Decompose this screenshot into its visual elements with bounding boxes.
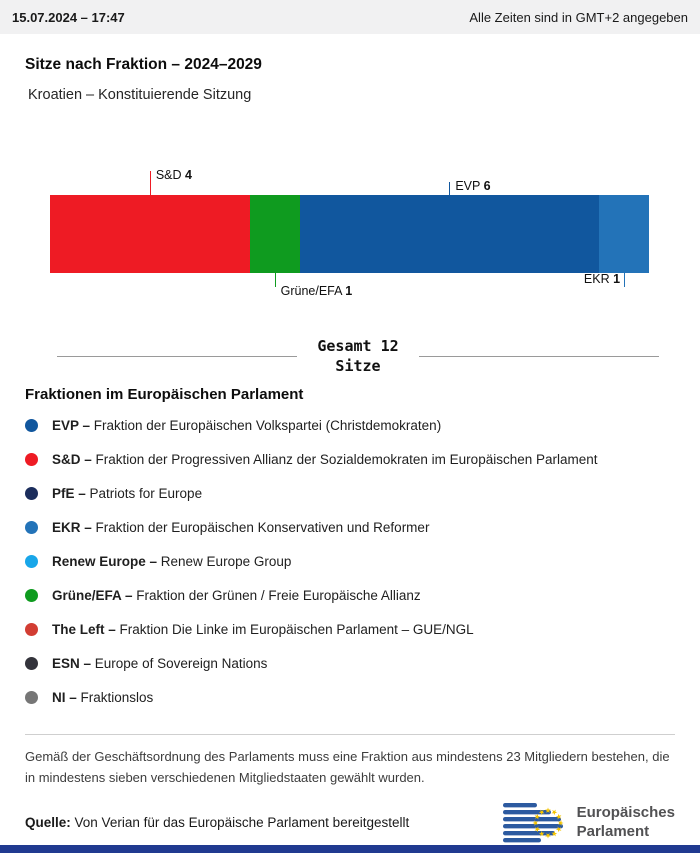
total-line2: Sitze — [335, 356, 381, 375]
source-row: Quelle: Von Verian für das Europäische P… — [25, 801, 675, 845]
legend-dot-renew-europe — [25, 554, 38, 568]
seats-bar — [50, 195, 649, 273]
legend-label-renew-europe: Renew Europe – Renew Europe Group — [52, 553, 292, 569]
source-label: Quelle: — [25, 815, 71, 831]
bar-callout-gr-ne-efa: Grüne/EFA 1 — [274, 273, 352, 298]
legend-label-the-left: The Left – Fraktion Die Linke im Europäi… — [52, 621, 474, 637]
legend-item-renew-europe: Renew Europe – Renew Europe Group — [25, 544, 675, 578]
legend-item-the-left: The Left – Fraktion Die Linke im Europäi… — [25, 612, 675, 646]
legend-item-ekr: EKR – Fraktion der Europäischen Konserva… — [25, 510, 675, 544]
page-subtitle: Kroatien – Konstituierende Sitzung — [28, 87, 252, 103]
logo-text: Europäisches Parlament — [577, 804, 675, 842]
legend-item-s-d: S&D – Fraktion der Progressiven Allianz … — [25, 442, 675, 476]
bar-segment-gr-ne-efa[interactable] — [249, 195, 300, 273]
top-bar: 15.07.2024 – 17:47 Alle Zeiten sind in G… — [0, 0, 700, 34]
legend-list: EVP – Fraktion der Europäischen Volkspar… — [25, 408, 675, 714]
source-credit: Quelle: Von Verian für das Europäische P… — [25, 815, 409, 830]
source-text: Von Verian für das Europäische Parlament… — [74, 815, 410, 831]
bar-segment-s-d[interactable] — [50, 195, 250, 273]
legend-label-pfe: PfE – Patriots for Europe — [52, 485, 203, 501]
legend-dot-pfe — [25, 486, 38, 500]
legend-dot-gr-ne-efa — [25, 588, 38, 602]
datetime-label: 15.07.2024 – 17:47 — [12, 9, 125, 25]
legend-label-esn: ESN – Europe of Sovereign Nations — [52, 655, 268, 671]
total-rule-left — [57, 356, 298, 357]
total-seats: Gesamt 12 Sitze — [57, 337, 659, 376]
logo-line2: Parlament — [576, 822, 650, 840]
legend-dot-esn — [25, 656, 38, 670]
legend-item-gr-ne-efa: Grüne/EFA – Fraktion der Grünen / Freie … — [25, 578, 675, 612]
legend-label-ekr: EKR – Fraktion der Europäischen Konserva… — [52, 519, 430, 535]
content: Sitze nach Fraktion – 2024–2029 Kroatien… — [0, 56, 700, 845]
bar-label-gr-ne-efa: Grüne/EFA 1 — [280, 284, 353, 298]
legend-item-ni: NI – Fraktionslos — [25, 680, 675, 714]
bar-callout-s-d: S&D 4 — [149, 168, 192, 195]
eu-parliament-flag-icon — [502, 802, 564, 843]
footnote: Gemäß der Geschäftsordnung des Parlament… — [25, 749, 670, 786]
seats-chart: S&D 4 Grüne/EFA 1 EVP 6 EKR 1 — [50, 165, 649, 307]
legend-dot-evp — [25, 418, 38, 432]
bar-segment-ekr[interactable] — [599, 195, 649, 273]
bar-label-ekr: EKR 1 — [583, 272, 621, 286]
bottom-accent-bar — [0, 845, 700, 853]
legend-label-ni: NI – Fraktionslos — [52, 689, 154, 705]
legend-label-evp: EVP – Fraktion der Europäischen Volkspar… — [52, 417, 442, 433]
bar-label-evp: EVP 6 — [455, 179, 491, 193]
total-rule-right — [418, 356, 659, 357]
bar-callout-ekr: EKR 1 — [584, 272, 626, 287]
legend-label-gr-ne-efa: Grüne/EFA – Fraktion der Grünen / Freie … — [52, 587, 421, 603]
logo-line1: Europäisches — [576, 804, 675, 822]
legend-label-s-d: S&D – Fraktion der Progressiven Allianz … — [52, 451, 598, 467]
total-seats-label: Gesamt 12 Sitze — [311, 337, 404, 376]
legend-item-evp: EVP – Fraktion der Europäischen Volkspar… — [25, 408, 675, 442]
page-title: Sitze nach Fraktion – 2024–2029 — [25, 56, 262, 73]
legend-dot-ni — [25, 690, 38, 704]
bar-callout-evp: EVP 6 — [449, 179, 491, 195]
legend-dot-s-d — [25, 452, 38, 466]
total-line1: Gesamt 12 — [317, 337, 399, 355]
legend-item-pfe: PfE – Patriots for Europe — [25, 476, 675, 510]
legend-dot-the-left — [25, 622, 38, 636]
bar-segment-evp[interactable] — [299, 195, 600, 273]
eu-parliament-logo[interactable]: Europäisches Parlament — [502, 801, 675, 845]
legend-dot-ekr — [25, 520, 38, 534]
legend-item-esn: ESN – Europe of Sovereign Nations — [25, 646, 675, 680]
bar-label-s-d: S&D 4 — [155, 168, 192, 182]
footer-divider — [25, 734, 675, 735]
timezone-note: Alle Zeiten sind in GMT+2 angegeben — [469, 9, 688, 25]
legend-heading: Fraktionen im Europäischen Parlament — [25, 386, 304, 403]
